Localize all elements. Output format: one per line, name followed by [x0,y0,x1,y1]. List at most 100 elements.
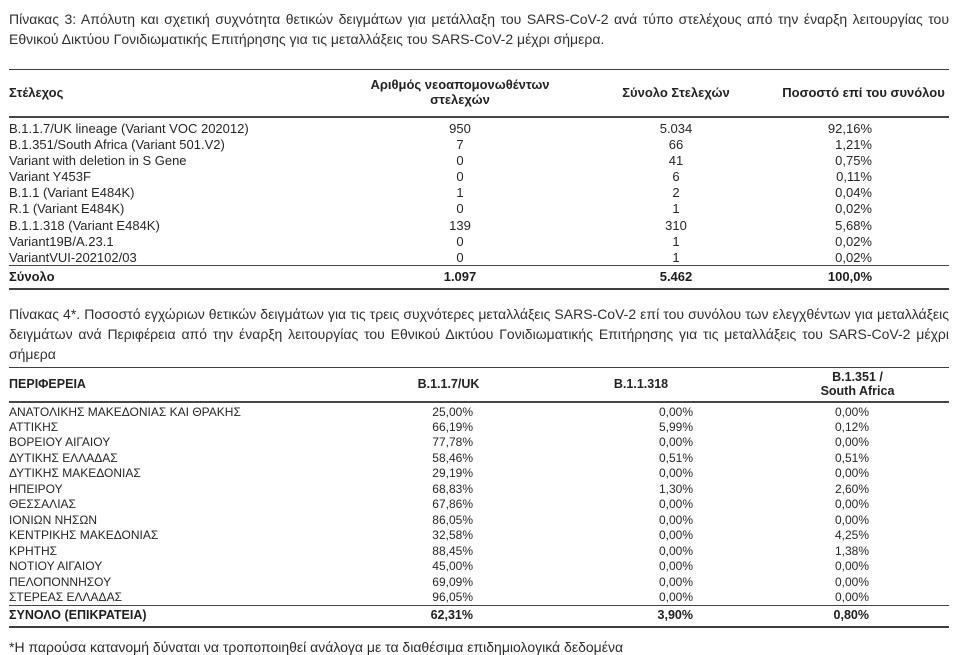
row-value: 0,02% [835,201,872,217]
total-strains: 5.462 [574,265,778,290]
row-value: 1 [672,201,680,217]
row-value: 0,51% [658,450,693,465]
row-value: 29,19% [432,466,473,481]
table-row: R.1 (Variant E484K) 0 1 0,02% [9,201,949,217]
row-value: 139 [449,217,471,233]
row-label: ΔΥΤΙΚΗΣ ΕΛΛΑΔΑΣ [9,450,118,465]
row-value: 5.034 [659,121,693,136]
row-label: ΒΟΡΕΙΟΥ ΑΙΓΑΙΟΥ [9,435,111,450]
row-value: 1,38% [834,543,869,558]
row-value: 66 [668,136,684,152]
row-label: ΑΝΑΤΟΛΙΚΗΣ ΜΑΚΕΔΟΝΙΑΣ ΚΑΙ ΘΡΑΚΗΣ [9,405,241,419]
row-label: ΚΡΗΤΗΣ [9,543,58,558]
table-row: Variant19B/A.23.1 0 1 0,02% [9,233,949,249]
row-value: 0,00% [658,559,693,574]
row-value: 0,00% [658,512,693,527]
row-value: 950 [449,121,471,136]
row-value: 0,00% [658,497,693,512]
row-label: ΣΤΕΡΕΑΣ ΕΛΛΑΔΑΣ [9,590,122,604]
row-label: Variant19B/A.23.1 [9,233,114,249]
row-label: ΚΕΝΤΡΙΚΗΣ ΜΑΚΕΔΟΝΙΑΣ [9,528,159,543]
table-row: ΒΟΡΕΙΟΥ ΑΙΓΑΙΟΥ 77,78% 0,00% 0,00% [9,435,949,451]
row-value: 5,99% [658,419,693,434]
row-value: 0,00% [834,405,869,419]
row-label: ΗΠΕΙΡΟΥ [9,481,63,496]
row-value: 1 [672,249,680,265]
row-value: 41 [668,152,684,168]
row-label: B.1.351/South Africa (Variant 501.V2) [9,136,225,152]
row-value: 1 [672,233,680,249]
region-table-total: ΣΥΝΟΛΟ (ΕΠΙΚΡΑΤΕΙΑ) 62,31% 3,90% 0,80% [9,604,949,628]
column-header-strain: Στέλεχος [9,69,346,118]
row-value: 0 [456,233,464,249]
row-label: Variant with deletion in S Gene [9,152,187,168]
column-header-b1351: B.1.351 / South Africa [766,367,949,403]
row-value: 0,00% [658,543,693,558]
table3-caption: Πίνακας 3: Απόλυτη και σχετική συχνότητα… [9,11,949,47]
row-value: 32,58% [432,528,473,543]
column-header-region: ΠΕΡΙΦΕΡΕΙΑ [9,367,381,403]
row-value: 6 [672,168,680,184]
total-b117: 62,31% [381,604,516,628]
table-row: ΘΕΣΣΑΛΙΑΣ 67,86% 0,00% 0,00% [9,497,949,513]
table-row: Variant Y453F 0 6 0,11% [9,168,949,184]
total-new-isolates: 1.097 [346,265,574,290]
row-value: 0,02% [835,249,872,265]
region-table-body: ΑΝΑΤΟΛΙΚΗΣ ΜΑΚΕΔΟΝΙΑΣ ΚΑΙ ΘΡΑΚΗΣ 25,00% 0,… [9,402,949,605]
row-value: 0,00% [834,574,869,589]
table-row: ΑΝΑΤΟΛΙΚΗΣ ΜΑΚΕΔΟΝΙΑΣ ΚΑΙ ΘΡΑΚΗΣ 25,00% 0,… [9,402,949,419]
row-value: 0,00% [834,497,869,512]
table-row: ΔΥΤΙΚΗΣ ΜΑΚΕΔΟΝΙΑΣ 29,19% 0,00% 0,00% [9,466,949,482]
row-value: 0,00% [658,528,693,543]
b1351-line2: South Africa [820,384,895,398]
region-table-header: ΠΕΡΙΦΕΡΕΙΑ B.1.1.7/UK B.1.1.318 B.1.351 … [9,367,949,403]
table-row: B.1.351/South Africa (Variant 501.V2) 7 66… [9,136,949,152]
row-value: 2 [672,185,680,201]
row-value: 0 [456,168,464,184]
row-value: 45,00% [432,559,473,574]
table-row: ΗΠΕΙΡΟΥ 68,83% 1,30% 2,60% [9,481,949,497]
row-value: 0,00% [658,435,693,450]
table-row: VariantVUI-202102/03 0 1 0,02% [9,249,949,265]
row-value: 0,12% [834,419,869,434]
region-percentage-table: ΠΕΡΙΦΕΡΕΙΑ B.1.1.7/UK B.1.1.318 B.1.351 … [9,367,949,628]
row-value: 1 [456,185,464,201]
row-value: 69,09% [432,574,473,589]
row-value: 0,11% [836,168,872,184]
table-row: Variant with deletion in S Gene 0 41 0,75% [9,152,949,168]
strain-table-total: Σύνολο 1.097 5.462 100,0% [9,265,949,290]
row-value: 0 [456,152,464,168]
row-label: B.1.1.7/UK lineage (Variant VOC 202012) [9,121,249,136]
column-header-total-strains: Σύνολο Στελεχών [574,69,778,118]
row-value: 0,00% [658,466,693,481]
row-value: 66,19% [432,419,473,434]
total-row: ΣΥΝΟΛΟ (ΕΠΙΚΡΑΤΕΙΑ) 62,31% 3,90% 0,80% [9,604,949,628]
row-value: 25,00% [432,405,473,419]
total-row: Σύνολο 1.097 5.462 100,0% [9,265,949,290]
row-value: 1,21% [835,136,872,152]
row-value: 0,00% [834,512,869,527]
table-row: ΚΡΗΤΗΣ 88,45% 0,00% 1,38% [9,543,949,559]
b1351-line1: B.1.351 / [832,370,883,384]
table-row: B.1.1.318 (Variant E484K) 139 310 5,68% [9,217,949,233]
row-value: 68,83% [432,481,473,496]
column-header-b117: B.1.1.7/UK [381,367,516,403]
table-row: ΙΟΝΙΩΝ ΝΗΣΩΝ 86,05% 0,00% 0,00% [9,512,949,528]
row-value: 7 [456,136,464,152]
row-label: ΠΕΛΟΠΟΝΝΗΣΟΥ [9,574,112,589]
table-row: B.1.1.7/UK lineage (Variant VOC 202012) 9… [9,117,949,136]
row-label: ΘΕΣΣΑΛΙΑΣ [9,497,76,512]
row-label: ΙΟΝΙΩΝ ΝΗΣΩΝ [9,512,98,527]
row-value: 92,16% [827,121,872,136]
table-row: ΠΕΛΟΠΟΝΝΗΣΟΥ 69,09% 0,00% 0,00% [9,574,949,590]
row-label: B.1.1.318 (Variant E484K) [9,217,160,233]
row-value: 0 [456,201,464,217]
row-label: R.1 (Variant E484K) [9,201,125,217]
total-label: ΣΥΝΟΛΟ (ΕΠΙΚΡΑΤΕΙΑ) [9,604,381,628]
row-value: 4,25% [834,528,869,543]
row-value: 0,00% [834,435,869,450]
row-value: 0,04% [835,185,872,201]
row-label: B.1.1 (Variant E484K) [9,185,135,201]
row-label: VariantVUI-202102/03 [9,249,137,265]
